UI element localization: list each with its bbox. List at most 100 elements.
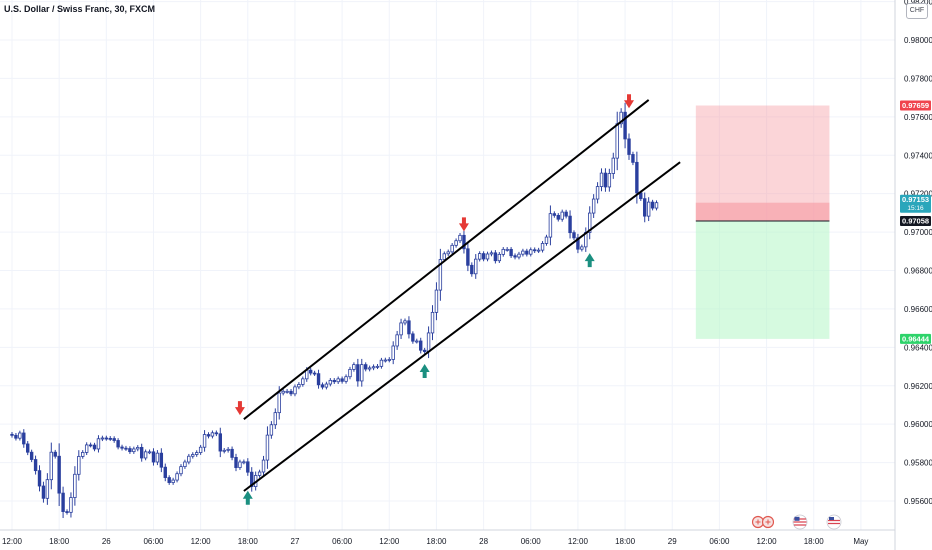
candle <box>324 381 329 390</box>
candle <box>599 168 604 192</box>
candle <box>45 473 50 505</box>
candle <box>568 210 572 239</box>
candle-body <box>568 215 572 234</box>
candle-body <box>477 253 482 260</box>
time-tick-label: 12:00 <box>568 537 589 546</box>
price-tag: 0.97058 <box>900 215 931 226</box>
candle-body <box>187 455 191 463</box>
trading-logo-icon[interactable] <box>751 514 775 530</box>
candle <box>540 241 545 253</box>
price-tick-label: 0.97000 <box>904 228 932 237</box>
stop-loss-zone <box>695 105 830 221</box>
candle-body <box>116 440 120 448</box>
candle <box>214 430 219 437</box>
candle-body <box>10 433 14 436</box>
candle-body <box>646 201 651 217</box>
candle-body <box>407 320 411 335</box>
time-tick-label: 18:00 <box>238 537 259 546</box>
candle-body <box>442 253 446 260</box>
currency-badge[interactable]: CHF <box>906 3 928 19</box>
candle-body <box>214 432 219 435</box>
candle <box>37 465 42 492</box>
candle <box>29 449 34 463</box>
candle-body <box>422 349 427 352</box>
candle <box>312 370 317 376</box>
price-tag-label: 0.96444 <box>902 334 930 343</box>
candle <box>517 251 521 260</box>
candle-body <box>92 444 97 450</box>
up-arrow-icon <box>242 490 253 505</box>
price-tick-label: 0.97200 <box>904 190 932 199</box>
candle-body <box>446 251 450 255</box>
candle-body <box>273 412 278 426</box>
time-tick-label: 18:00 <box>49 537 70 546</box>
candle-body <box>29 451 34 460</box>
candle <box>92 442 97 452</box>
candle <box>112 436 116 443</box>
time-axis[interactable]: 12:00 18:00 26 06:00 12:00 18:00 27 06:00 12:00 1… <box>0 529 895 546</box>
candle <box>301 376 305 387</box>
candle <box>179 464 183 477</box>
candle-body <box>179 466 183 475</box>
signal-arrows <box>234 94 635 505</box>
price-axis[interactable]: 0.982000.980000.978000.976000.974000.972… <box>894 0 932 550</box>
candle-body <box>195 452 199 455</box>
candle-body <box>22 432 26 445</box>
down-arrow-icon <box>458 217 469 232</box>
candle-body <box>387 359 391 361</box>
candle-body <box>246 461 250 473</box>
candle <box>269 421 274 439</box>
candle <box>120 444 124 451</box>
candle <box>521 248 525 257</box>
candle <box>595 182 600 204</box>
candle <box>132 446 136 454</box>
candle <box>403 318 407 326</box>
candle-body <box>340 378 344 382</box>
down-arrow-icon <box>234 401 245 416</box>
position-zones[interactable] <box>695 105 830 339</box>
candle <box>446 249 450 257</box>
candle <box>104 435 109 441</box>
candle-body <box>206 434 211 437</box>
candle <box>250 467 254 492</box>
candle-body <box>324 383 329 388</box>
candle <box>532 247 537 254</box>
candle <box>143 449 148 461</box>
candle <box>218 427 222 458</box>
candle-body <box>481 253 486 260</box>
candle-body <box>45 479 50 499</box>
price-tag-label: 0.97058 <box>902 216 929 225</box>
price-tag-label: 0.97659 <box>902 101 929 110</box>
candle-body <box>654 202 659 209</box>
candle-body <box>234 456 238 468</box>
candle-body <box>293 386 297 395</box>
candle-body <box>411 333 415 342</box>
candle <box>422 347 427 354</box>
candle <box>26 441 30 456</box>
candle-body <box>328 379 333 385</box>
candle-body <box>556 214 560 220</box>
candle-body <box>619 111 623 125</box>
time-tick-label: 18:00 <box>615 537 636 546</box>
candle-body <box>198 446 203 453</box>
candle-body <box>210 432 215 437</box>
candle <box>474 254 478 279</box>
usd-flag-icon[interactable] <box>792 514 808 530</box>
time-tick-label: 12:00 <box>757 537 778 546</box>
candle <box>552 211 557 218</box>
candle <box>163 463 167 482</box>
chf-flag-icon[interactable] <box>826 514 842 530</box>
candle-body <box>277 392 281 414</box>
candle <box>265 426 270 469</box>
candle-body <box>517 253 521 258</box>
candle <box>41 481 46 503</box>
candle <box>458 233 462 244</box>
candle-body <box>269 424 274 436</box>
candle <box>53 449 57 459</box>
channel-lines[interactable] <box>243 99 681 492</box>
candle-body <box>509 248 513 257</box>
candle-body <box>580 246 584 250</box>
candle-body <box>454 240 458 246</box>
candle-body <box>73 473 77 498</box>
